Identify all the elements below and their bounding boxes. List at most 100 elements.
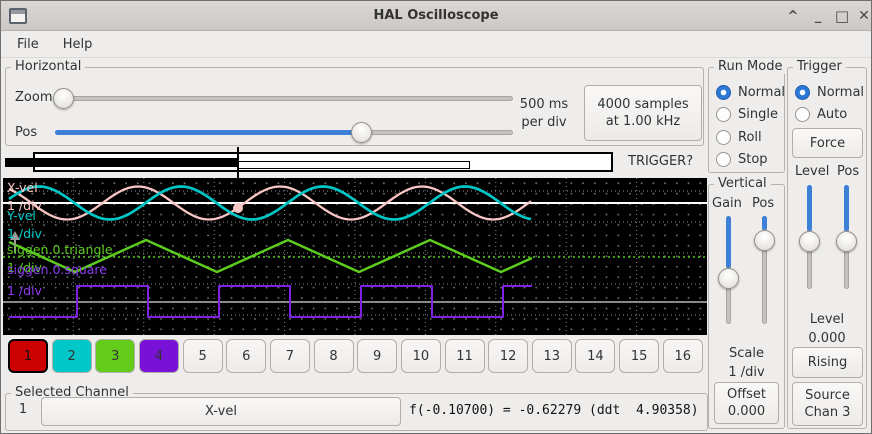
selected-channel-label: Selected Channel xyxy=(11,385,133,400)
channel-button-9[interactable]: 9 xyxy=(357,339,398,373)
zoom-label: Zoom xyxy=(15,90,53,105)
scope-channel-label: Y-vel xyxy=(7,208,36,223)
channel-button-15[interactable]: 15 xyxy=(619,339,660,373)
maximize-icon[interactable]: □ xyxy=(834,7,850,25)
horizontal-group-label: Horizontal xyxy=(11,59,86,74)
scale-value: 1 /div xyxy=(728,365,765,380)
channel-button-10[interactable]: 10 xyxy=(400,339,441,373)
signal-value-readout: f(-0.10700) = -0.62279 (ddt 4.90358) xyxy=(409,403,699,418)
channel-button-12[interactable]: 12 xyxy=(488,339,529,373)
level-caption: Level xyxy=(809,312,845,327)
run-mode-radio-roll[interactable]: Roll xyxy=(716,129,762,146)
channel-button-6[interactable]: 6 xyxy=(226,339,267,373)
scope-channel-label: 1 /div xyxy=(7,198,42,213)
offset-button[interactable]: Offset 0.000 xyxy=(714,382,779,424)
radio-icon[interactable] xyxy=(795,85,810,100)
edge-button[interactable]: Rising xyxy=(792,347,863,378)
vertical-pos-slider-handle[interactable] xyxy=(754,230,775,251)
record-window-bar xyxy=(238,161,470,169)
gain-slider-handle[interactable] xyxy=(718,268,739,289)
gain-slider-fill xyxy=(726,216,731,268)
force-button[interactable]: Force xyxy=(792,128,863,158)
menu-item-help[interactable]: Help xyxy=(62,37,93,52)
run-mode-radio-single[interactable]: Single xyxy=(716,106,778,123)
scope-channel-label: 1 /div xyxy=(7,283,42,298)
zoom-slider-handle[interactable] xyxy=(53,88,74,109)
gain-label: Gain xyxy=(712,196,742,211)
minimize-icon[interactable]: _ xyxy=(814,8,822,24)
radio-icon[interactable] xyxy=(716,107,731,123)
window-title: HAL Oscilloscope xyxy=(373,8,499,23)
titlebar[interactable]: HAL Oscilloscope ^ _ □ ✕ xyxy=(1,1,871,31)
trigger-group-label: Trigger xyxy=(793,59,846,74)
zoom-slider[interactable] xyxy=(55,96,513,101)
run-mode-group: Run Mode Normal Single Roll Stop xyxy=(708,59,787,173)
channel-button-13[interactable]: 13 xyxy=(531,339,572,373)
selected-channel-number: 1 xyxy=(18,402,28,417)
scope-canvas xyxy=(3,178,707,335)
scope-channel-label: X-vel xyxy=(7,180,38,195)
vertical-group: Vertical xyxy=(708,176,785,429)
level-value: 0.000 xyxy=(808,331,846,346)
channel-button-8[interactable]: 8 xyxy=(313,339,354,373)
menu-item-file[interactable]: File xyxy=(17,37,39,52)
scope-display[interactable]: X-vel 1 /div Y-vel 1 /div siggen.0.triangle 1… xyxy=(3,178,707,335)
rate-line1: 500 ms xyxy=(519,97,569,112)
trigger-group: Trigger Normal Auto xyxy=(787,59,867,429)
trigger-level-arrow-icon xyxy=(10,231,20,240)
trigger-pos-slider-handle[interactable] xyxy=(836,231,857,252)
waveform xyxy=(8,185,532,221)
trigger-position-marker xyxy=(237,147,239,178)
pos-label: Pos xyxy=(15,125,38,140)
channel-button-2[interactable]: 2 xyxy=(51,339,92,373)
radio-icon[interactable] xyxy=(716,129,731,145)
radio-icon[interactable] xyxy=(716,85,731,100)
scope-channel-label: 1 /div xyxy=(7,226,42,241)
run-mode-radio-stop[interactable]: Stop xyxy=(716,151,768,168)
trigger-pos-label: Pos xyxy=(837,164,860,179)
run-mode-radio-normal[interactable]: Normal xyxy=(716,84,785,101)
record-progress-bar xyxy=(5,158,237,167)
samples-button[interactable]: 4000 samples at 1.00 kHz xyxy=(584,85,702,141)
horizontal-group: Horizontal xyxy=(5,59,704,146)
trigger-source-button[interactable]: Source Chan 3 xyxy=(792,382,863,426)
scope-channel-label: siggen.0.square xyxy=(7,262,107,277)
pos-slider-handle[interactable] xyxy=(351,122,372,143)
channel-button-16[interactable]: 16 xyxy=(662,339,703,373)
trigger-level-slider-handle[interactable] xyxy=(799,231,820,252)
channel-button-7[interactable]: 7 xyxy=(269,339,310,373)
channel-button-4[interactable]: 4 xyxy=(138,339,179,373)
trigger-pos-slider-fill xyxy=(844,185,849,231)
trigger-radio-auto[interactable]: Auto xyxy=(795,106,847,123)
app-icon[interactable] xyxy=(9,8,27,24)
waveform xyxy=(9,285,532,318)
run-mode-group-label: Run Mode xyxy=(714,59,787,74)
vertical-pos-label: Pos xyxy=(752,196,775,211)
channel-button-1[interactable]: 1 xyxy=(8,339,48,373)
close-icon[interactable]: ✕ xyxy=(858,8,870,24)
channel-button-11[interactable]: 11 xyxy=(444,339,485,373)
channel-button-5[interactable]: 5 xyxy=(182,339,223,373)
pos-slider-fill xyxy=(55,130,361,135)
scope-channel-label: siggen.0.triangle xyxy=(7,242,113,257)
waveform xyxy=(8,238,533,274)
trigger-status: TRIGGER? xyxy=(628,154,694,169)
radio-icon[interactable] xyxy=(795,107,810,123)
trigger-level-label: Level xyxy=(795,164,830,179)
selected-channel-name-button[interactable]: X-vel xyxy=(41,397,401,426)
radio-icon[interactable] xyxy=(716,151,731,167)
sample-marker xyxy=(233,203,243,213)
shade-icon[interactable]: ^ xyxy=(787,8,799,24)
selected-channel-group: Selected Channel xyxy=(5,385,708,431)
vertical-group-label: Vertical xyxy=(714,176,771,191)
scale-label: Scale xyxy=(729,346,764,361)
channel-button-14[interactable]: 14 xyxy=(575,339,616,373)
menubar: File Help xyxy=(1,32,871,58)
rate-line2: per div xyxy=(521,115,567,130)
trigger-radio-normal[interactable]: Normal xyxy=(795,84,864,101)
scope-channel-label: 1 /div xyxy=(7,260,42,275)
trigger-level-slider-fill xyxy=(807,185,812,231)
channel-button-3[interactable]: 3 xyxy=(95,339,136,373)
vertical-pos-slider-fill xyxy=(762,216,767,230)
